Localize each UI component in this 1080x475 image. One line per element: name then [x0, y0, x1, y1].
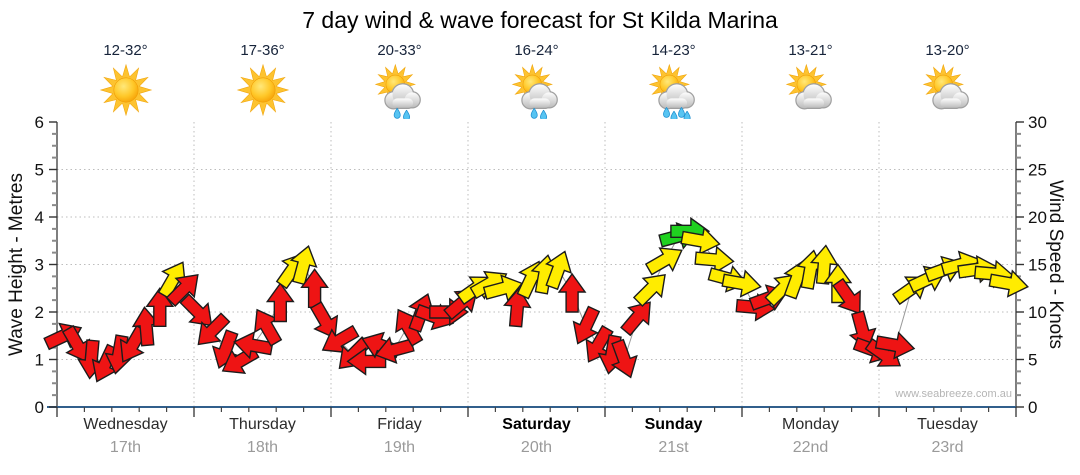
- day-column: 14-23° Sunday 21st: [605, 0, 742, 475]
- wind-arrow: [503, 287, 532, 328]
- cloud: [931, 83, 969, 110]
- day-column: 17-36° Thursday 18th: [194, 0, 331, 475]
- weather-icon-sun-cloud-rain: [511, 63, 558, 119]
- day-name: Thursday: [229, 416, 296, 433]
- day-temp: 14-23°: [651, 42, 696, 59]
- wind-arrow: [680, 226, 721, 256]
- axis-tick-label: 10: [1028, 303, 1047, 322]
- weather-icon-sun: [99, 63, 152, 117]
- day-date: 19th: [383, 439, 416, 456]
- axis-tick-label: 30: [1028, 113, 1047, 132]
- day-name: Wednesday: [83, 416, 168, 433]
- weather-icon-sun-cloud-rain-heavy: [648, 63, 695, 119]
- day-column: 16-24° Saturday 20th: [468, 0, 605, 475]
- wind-arrow: [197, 312, 231, 346]
- cloud: [520, 83, 558, 110]
- wind-arrow: [694, 245, 735, 275]
- axis-tick-label: 2: [35, 303, 44, 322]
- wind-arrow: [374, 336, 415, 364]
- wind-arrow: [165, 274, 199, 307]
- wind-arrow: [721, 269, 762, 298]
- sun-disc: [250, 77, 275, 103]
- watermark: www.seabreeze.com.au: [895, 388, 1012, 400]
- day-name: Monday: [782, 416, 839, 433]
- wind-arrow: [644, 247, 683, 276]
- axis-tick-label: 4: [35, 208, 44, 227]
- axis-tick-label: 15: [1028, 256, 1047, 275]
- axis-tick-label: 1: [35, 351, 44, 370]
- wind-arrow: [988, 269, 1029, 298]
- axis-tick-label: 0: [35, 398, 44, 417]
- day-temp: 13-20°: [925, 42, 970, 59]
- day-name: Tuesday: [917, 416, 978, 433]
- day-temp: 17-36°: [240, 42, 285, 59]
- day-column: 20-33° Friday 19th: [331, 0, 468, 475]
- day-date: 23rd: [931, 439, 964, 456]
- day-column: 13-21° Monday 22nd: [742, 0, 879, 475]
- axis-tick-label: 3: [35, 256, 44, 275]
- wind-arrow: [179, 293, 213, 327]
- wind-arrow: [265, 282, 295, 323]
- day-temp: 12-32°: [103, 42, 148, 59]
- axis-tick-label: 5: [35, 161, 44, 180]
- day-name: Saturday: [502, 416, 571, 433]
- wind-arrow: [832, 277, 861, 315]
- wind-arrow: [620, 301, 651, 337]
- weather-icon-sun-cloud: [785, 63, 832, 110]
- raindrop-icon: [683, 110, 690, 119]
- left-axis-title: Wave Height - Metres: [6, 172, 27, 356]
- wind-arrow: [91, 343, 120, 383]
- raindrop-icon: [539, 109, 547, 119]
- wind-arrow: [632, 274, 666, 307]
- day-name: Friday: [377, 416, 422, 433]
- wind-arrow: [874, 331, 916, 360]
- weather-icon-sun-cloud: [922, 63, 969, 110]
- cloud: [794, 83, 832, 110]
- day-temp: 13-21°: [788, 42, 833, 59]
- cloud: [657, 83, 695, 110]
- day-date: 20th: [520, 439, 553, 456]
- day-date: 17th: [109, 439, 142, 456]
- raindrop-icon: [677, 107, 685, 118]
- axis-tick-label: 20: [1028, 208, 1047, 227]
- day-name: Sunday: [644, 416, 703, 433]
- axis-tick-label: 5: [1028, 351, 1037, 370]
- axis-tick-label: 6: [35, 113, 44, 132]
- axis-tick-label: 25: [1028, 161, 1047, 180]
- wind-arrow: [545, 250, 573, 291]
- weather-icon-sun-cloud-rain: [374, 63, 421, 119]
- raindrop-icon: [402, 109, 410, 119]
- wind-arrow: [572, 305, 601, 345]
- wind-arrow: [61, 324, 91, 363]
- raindrop-icon: [530, 108, 538, 119]
- wind-arrow: [321, 324, 360, 354]
- wind-arrow: [557, 272, 587, 313]
- day-date: 18th: [246, 439, 279, 456]
- day-column: 13-20° Tuesday 23rd: [879, 0, 1016, 475]
- day-date: 22nd: [792, 439, 829, 456]
- day-date: 21st: [658, 439, 689, 456]
- cloud: [383, 83, 421, 110]
- weather-icon-sun: [236, 63, 289, 117]
- day-column: 12-32° Wednesday 17th: [57, 0, 194, 475]
- right-axis-title: Wind Speed - Knots: [1045, 180, 1066, 349]
- wind-arrow: [309, 301, 339, 339]
- day-temp: 20-33°: [377, 42, 422, 59]
- raindrop-icon: [662, 107, 670, 118]
- page-title: 7 day wind & wave forecast for St Kilda …: [302, 7, 778, 33]
- axis-tick-label: 0: [1028, 398, 1037, 417]
- wind-arrow: [610, 338, 638, 379]
- day-temp: 16-24°: [514, 42, 559, 59]
- raindrop-icon: [670, 110, 677, 119]
- raindrop-icon: [393, 108, 401, 119]
- sun-disc: [113, 77, 138, 103]
- wind-arrow: [131, 306, 161, 347]
